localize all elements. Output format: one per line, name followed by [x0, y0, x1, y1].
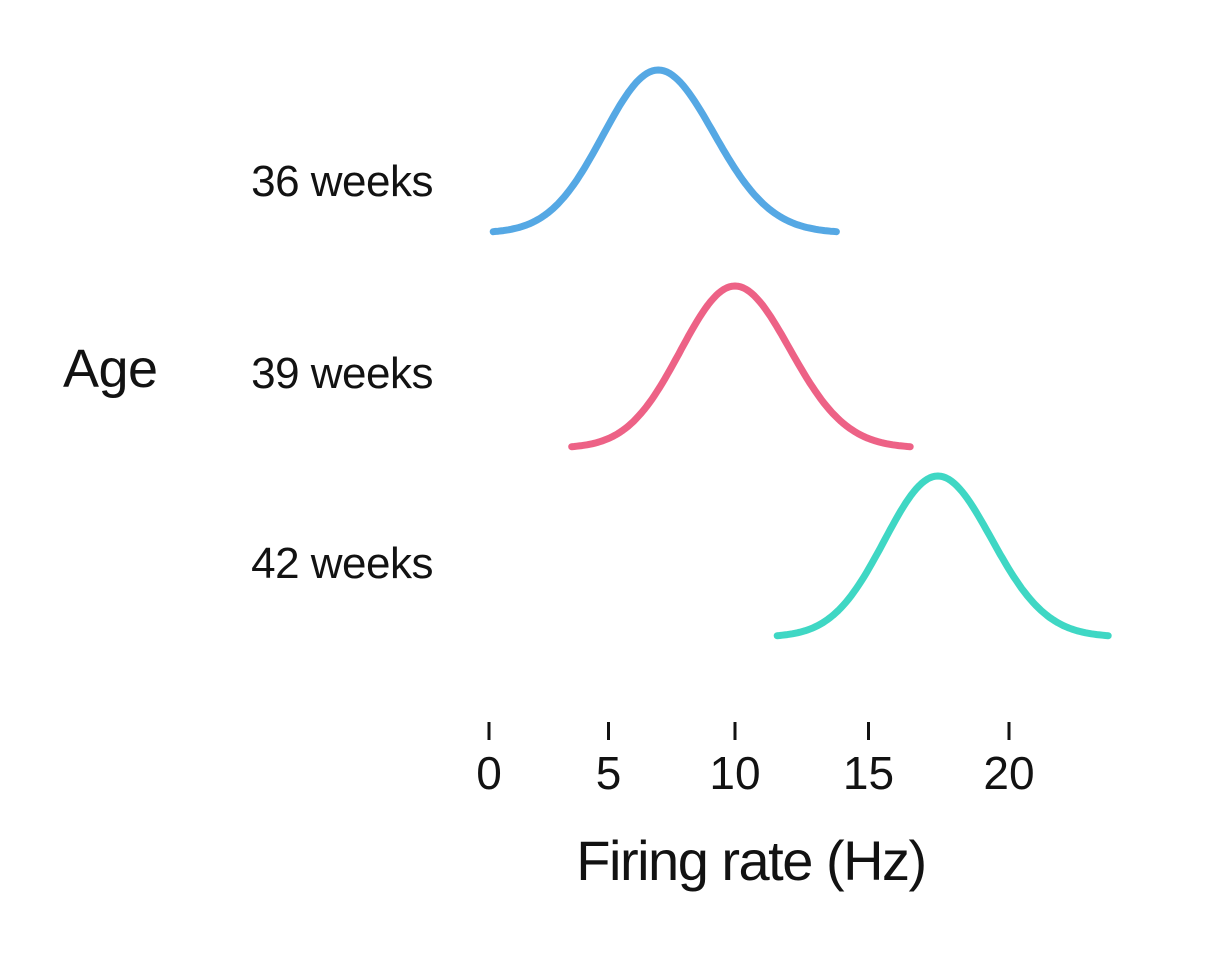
x-tick-label-15: 15	[842, 747, 895, 799]
x-tick-label-20: 20	[983, 747, 1035, 799]
y-axis-title: Age	[63, 339, 158, 399]
x-axis-title: Firing rate (Hz)	[576, 829, 927, 892]
row-label-36-weeks: 36 weeks	[251, 157, 433, 206]
row-label-42-weeks: 42 weeks	[251, 539, 433, 588]
row-label-39-weeks: 39 weeks	[251, 349, 433, 398]
x-tick-label-10: 10	[709, 747, 761, 799]
density-curve-39-weeks	[568, 282, 914, 451]
x-tick-label-0: 0	[476, 747, 502, 799]
density-curve-36-weeks	[489, 66, 840, 236]
density-curve-42-weeks	[773, 472, 1112, 640]
x-tick-label-5: 5	[595, 747, 622, 799]
